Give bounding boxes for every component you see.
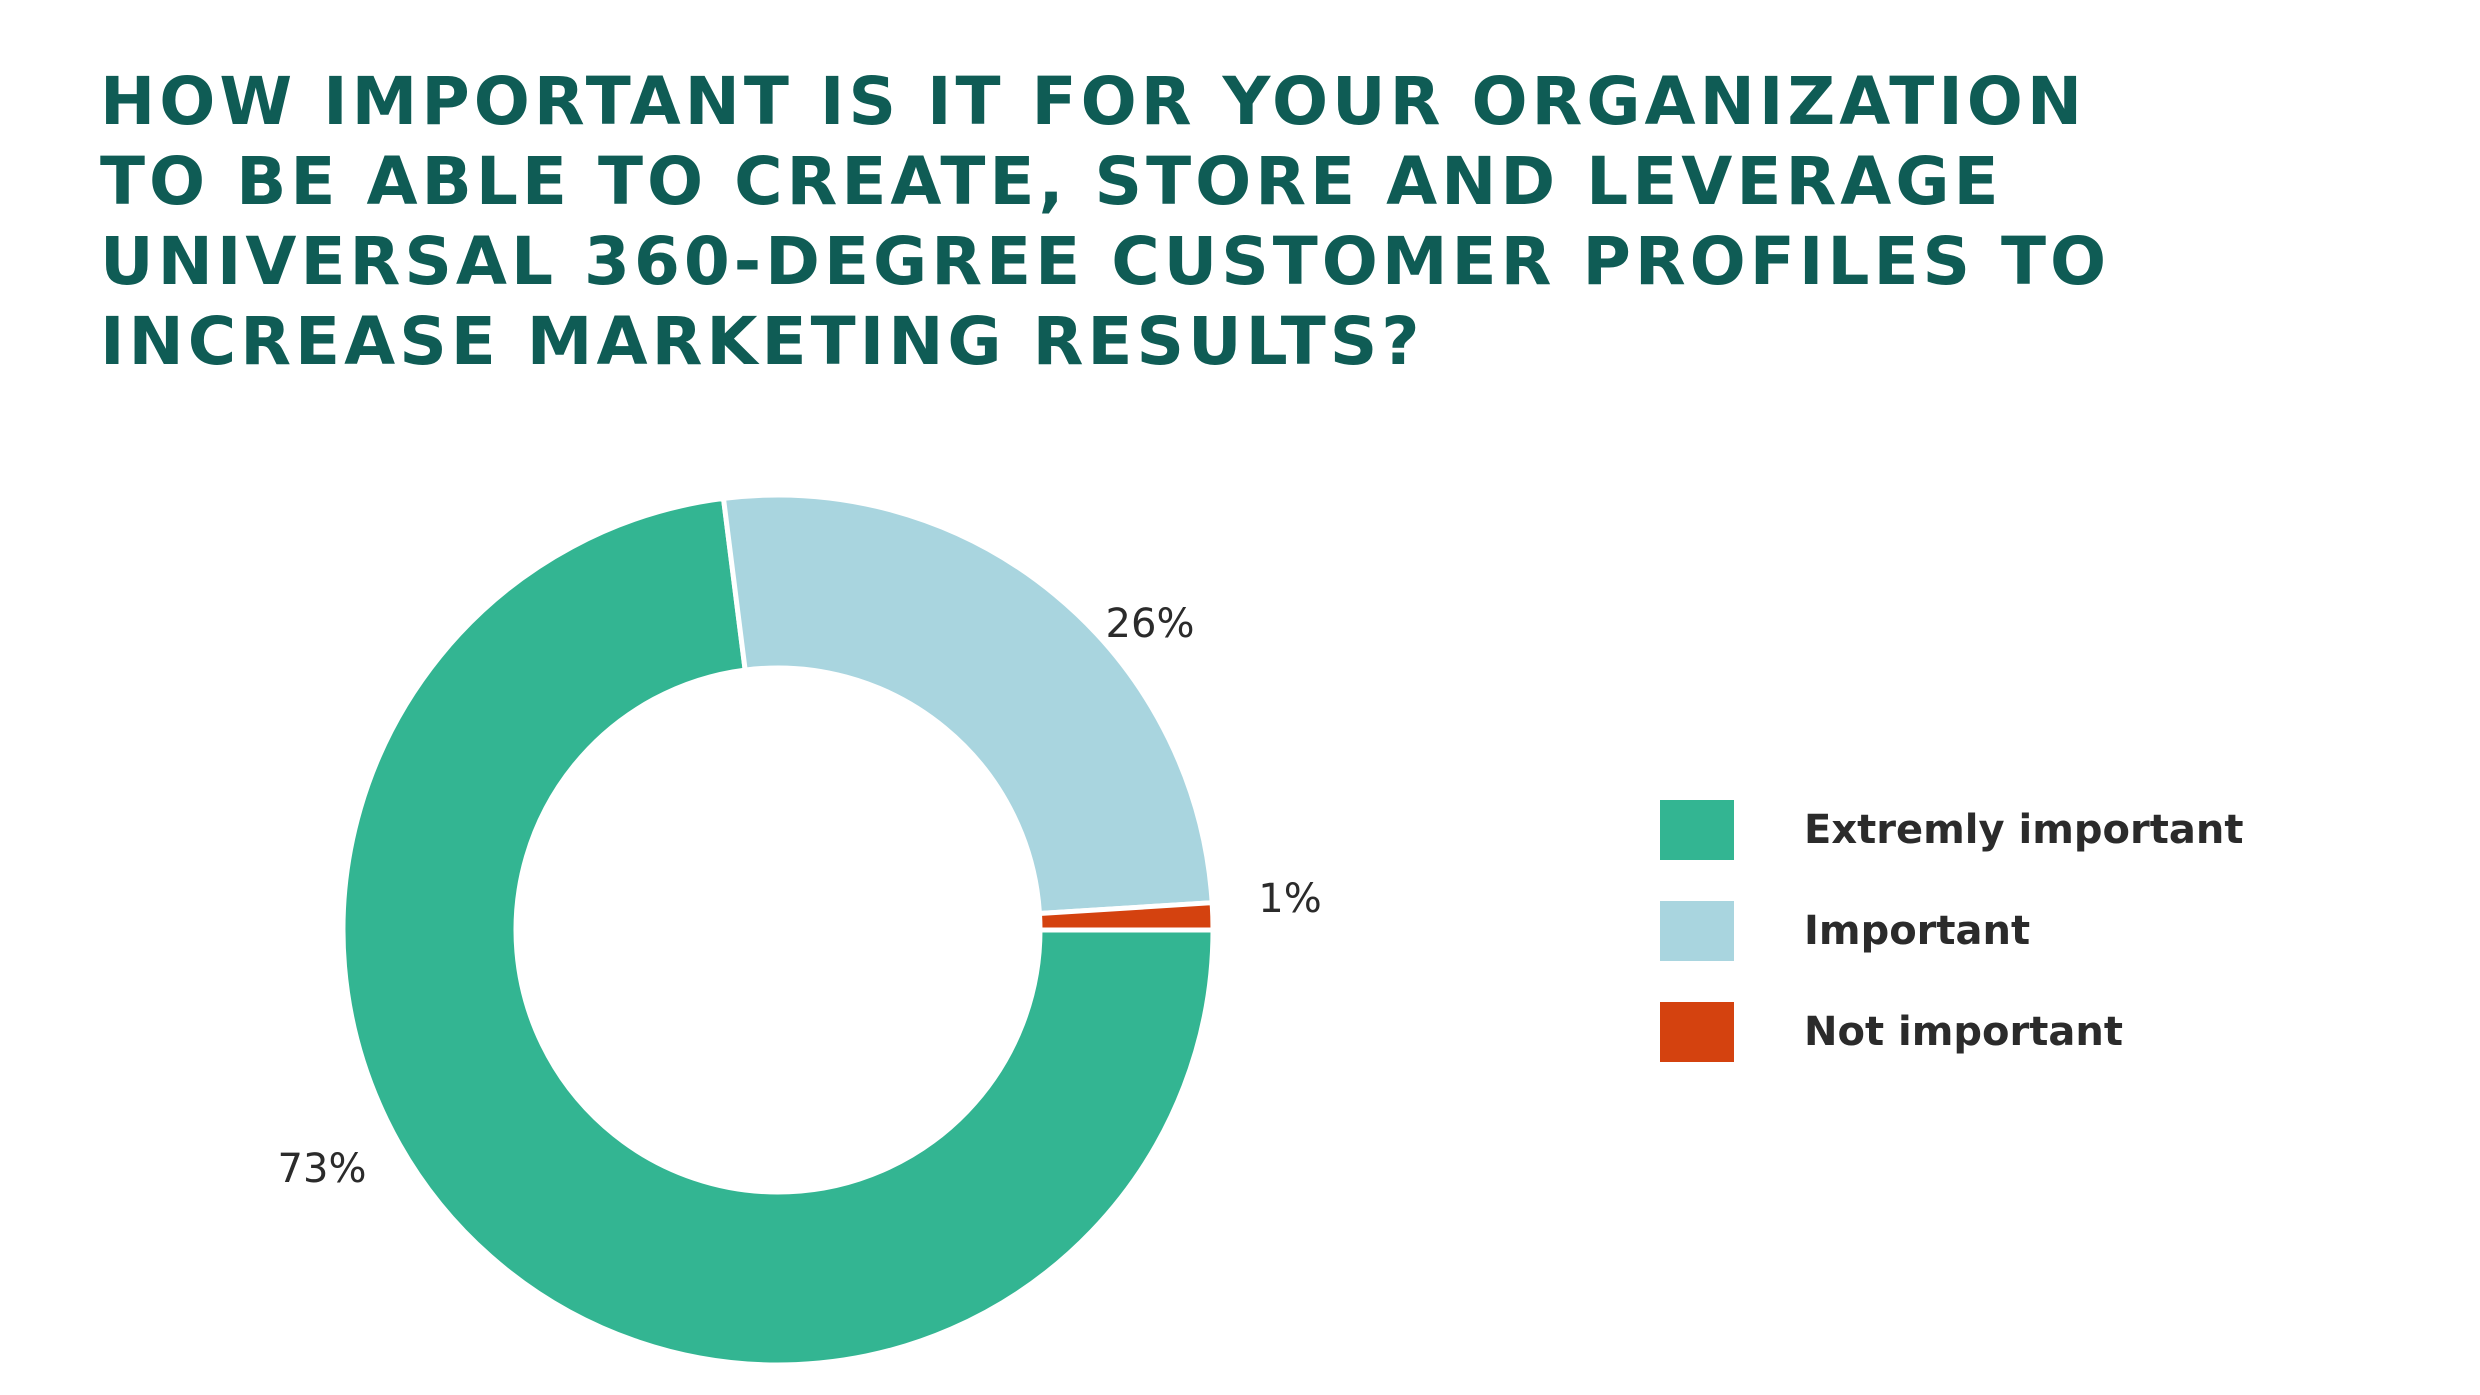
chart-legend: Extremly important Important Not importa… (1660, 800, 2243, 1103)
legend-swatch-important (1660, 901, 1734, 961)
title-line-2: TO BE ABLE TO CREATE, STORE AND LEVERAGE (100, 143, 2003, 220)
slice-label-not-important: 1% (1258, 876, 1321, 922)
title-line-1: HOW IMPORTANT IS IT FOR YOUR ORGANIZATIO… (100, 63, 2087, 140)
legend-swatch-not-important (1660, 1002, 1734, 1062)
legend-label-important: Important (1804, 908, 2031, 954)
slice-not-important (1036, 900, 1216, 933)
slice-labels: 73% 26% 1% (278, 601, 1322, 1192)
legend-swatch-extremly-important (1660, 800, 1734, 860)
slice-extremly-important (340, 495, 1216, 1368)
donut-slices (340, 492, 1216, 1368)
legend-label-not-important: Not important (1804, 1009, 2123, 1055)
title-line-3: UNIVERSAL 360-DEGREE CUSTOMER PROFILES T… (100, 223, 2111, 300)
legend-label-extremly-important: Extremly important (1804, 807, 2244, 853)
chart-title: HOW IMPORTANT IS IT FOR YOUR ORGANIZATIO… (100, 62, 2400, 382)
slice-important (720, 492, 1215, 917)
legend-item-extremly-important: Extremly important (1660, 800, 2243, 860)
legend-item-important: Important (1660, 901, 2243, 961)
title-line-4: INCREASE MARKETING RESULTS? (100, 303, 1424, 380)
slice-label-extremly-important: 73% (278, 1146, 367, 1192)
legend-item-not-important: Not important (1660, 1002, 2243, 1062)
slice-label-important: 26% (1106, 601, 1195, 647)
